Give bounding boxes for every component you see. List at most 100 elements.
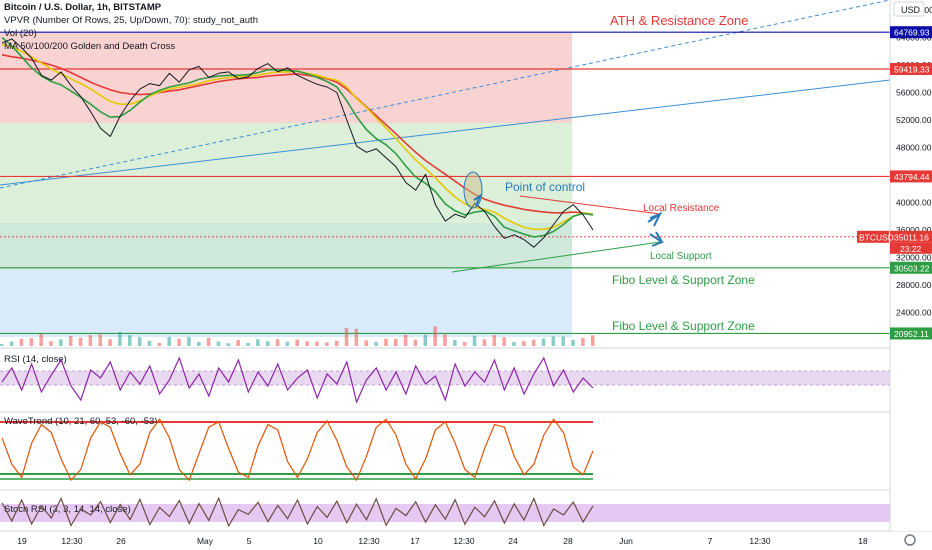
volume-bar — [216, 341, 221, 346]
price-level-tag — [890, 62, 932, 75]
time-tick-label: 26 — [116, 536, 126, 546]
volume-bar — [522, 341, 526, 346]
price-tick-label: 56000.00 — [896, 88, 932, 98]
volume-bar — [492, 335, 496, 346]
legend-vpvr: VPVR (Number Of Rows, 25, Up/Down, 70): … — [4, 15, 258, 26]
volume-bar — [29, 338, 34, 346]
point-of-control-annotation: Point of control — [505, 180, 585, 194]
volume-bar — [374, 342, 378, 346]
legend-vol: Vol (20) — [4, 28, 37, 39]
volume-bar — [571, 340, 575, 346]
price-level-tag-label: 30503.22 — [894, 263, 930, 273]
time-tick-label: 12:30 — [358, 536, 380, 546]
time-tick-label: Jun — [619, 536, 633, 546]
volume-bar — [334, 340, 339, 346]
volume-bar — [147, 340, 152, 346]
volume-bar — [433, 326, 437, 346]
local-resistance-line — [519, 195, 661, 215]
volume-bar — [295, 339, 299, 346]
time-tick-label: 28 — [563, 536, 573, 546]
volume-bar — [394, 338, 398, 346]
volume-bar — [275, 339, 280, 346]
price-tick-label: 40000.00 — [896, 198, 932, 208]
volume-bar — [19, 338, 24, 346]
currency-label: USD — [901, 5, 921, 15]
ma50-line — [1, 36, 594, 238]
time-tick-label: 18 — [858, 536, 868, 546]
price-level-tag — [890, 327, 932, 340]
volume-bar — [561, 336, 565, 346]
volume-bar — [591, 335, 595, 346]
volume-bar — [285, 341, 290, 346]
ma200-line — [1, 53, 594, 215]
price-line — [1, 38, 594, 248]
price-level-tag-label: 43794.44 — [894, 172, 930, 182]
volume-bar — [531, 339, 536, 346]
countdown-label: 23:22 — [900, 244, 922, 254]
time-tick-label: 10 — [313, 536, 323, 546]
volume-bar — [0, 344, 4, 346]
volume-bar — [265, 341, 270, 346]
volume-bar — [9, 341, 14, 346]
time-axis[interactable]: 19 12:30 26 May 5 10 12:30 17 12:30 24 28 Jun 7 12:30… — [17, 536, 868, 546]
ath-zone-annotation: ATH & Resistance Zone — [610, 13, 748, 28]
price-level-tag-label: 20952.11 — [894, 329, 929, 339]
time-tick-label: 5 — [247, 536, 252, 546]
volume-bar — [364, 340, 368, 346]
time-tick-label: 24 — [508, 536, 518, 546]
volume-bar — [423, 334, 428, 346]
volume-bar — [88, 335, 93, 346]
volume-bar — [177, 338, 181, 346]
volume-bar — [256, 339, 260, 346]
volume-bar — [68, 336, 73, 346]
volume-bar — [344, 328, 349, 346]
point-of-control-marker — [463, 171, 483, 209]
time-tick-label: 12:30 — [453, 536, 475, 546]
control-arrow-icon — [473, 193, 483, 207]
chart-title: Bitcoin / U.S. Dollar, 1h, BITSTAMP — [4, 2, 162, 13]
price-level-tag-label: 59419.33 — [894, 64, 930, 74]
volume-bar — [315, 341, 319, 346]
volume-bar — [413, 339, 418, 346]
volume-bar — [197, 342, 201, 346]
volume-bar — [118, 332, 122, 346]
settings-gear-icon[interactable] — [904, 534, 916, 546]
price-level-tag-label: 64769.93 — [894, 28, 930, 38]
price-tick-label: 28000.00 — [896, 280, 932, 290]
stoch-label: Stoch RSI (3, 3, 14, 14, close) — [4, 504, 131, 515]
volume-bar — [246, 342, 250, 346]
volume-bar — [128, 335, 132, 346]
symbol-tag — [857, 230, 889, 243]
volume-bar — [49, 341, 53, 346]
price-tick-label: 52000.00 — [896, 115, 932, 125]
legend-ma: MA 50/100/200 Golden and Death Cross — [4, 41, 175, 52]
local-resistance-annotation: Local Resistance — [643, 203, 720, 214]
volume-bar — [305, 341, 309, 346]
rsi-line — [1, 356, 594, 404]
time-tick-label: 7 — [708, 536, 713, 546]
volume-bar — [167, 336, 171, 346]
volume-bar — [59, 339, 63, 346]
time-tick-label: 12:30 — [61, 536, 83, 546]
time-tick-label: May — [197, 536, 214, 546]
volume-bar — [512, 342, 516, 346]
volume-bar — [325, 342, 329, 346]
fibo-lower-zone-fill — [0, 269, 572, 337]
currency-tag[interactable] — [893, 1, 925, 17]
volume-bar — [453, 340, 457, 346]
fibo-zone-annotation-2: Fibo Level & Support Zone — [612, 319, 755, 333]
price-level-tag — [890, 170, 932, 183]
volume-bar — [551, 336, 556, 346]
volume-bar — [78, 337, 83, 346]
volume-bar — [502, 337, 506, 346]
volume-bar — [236, 340, 240, 346]
resistance-arrow-icon — [647, 211, 663, 227]
time-tick-label: 12:30 — [749, 536, 771, 546]
volume-bar — [472, 335, 477, 346]
fibo-upper-zone-fill — [0, 223, 572, 269]
volume-bar — [226, 343, 231, 346]
volume-bar — [541, 338, 546, 346]
volume-bar — [384, 338, 388, 346]
time-tick-label: 17 — [410, 536, 420, 546]
